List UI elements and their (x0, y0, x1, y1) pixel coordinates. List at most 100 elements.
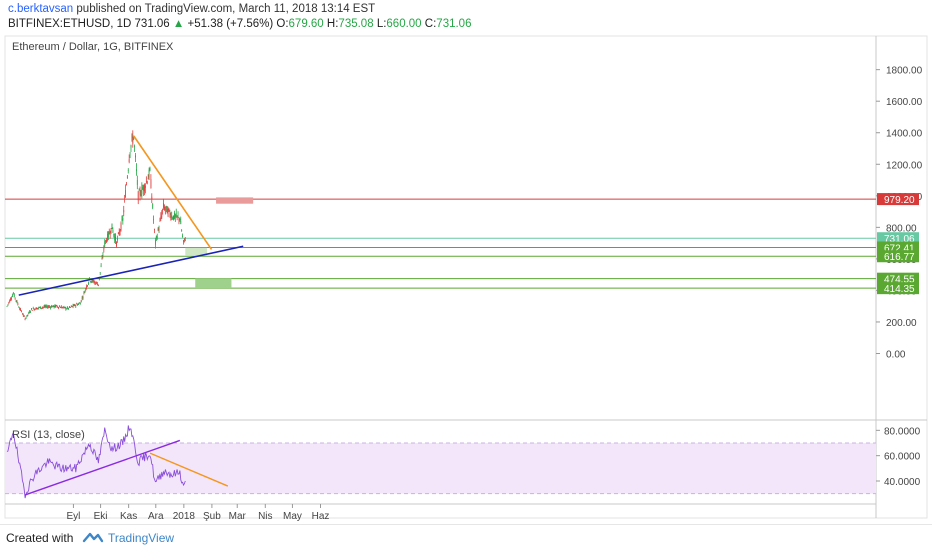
rsi-trendline-orange-resistance[interactable] (149, 452, 229, 487)
price-label: 616.77 (884, 252, 915, 263)
red-zone[interactable] (216, 197, 254, 204)
rsi-trendline-purple-support[interactable] (24, 439, 181, 496)
trendline-blue-support[interactable] (18, 245, 244, 296)
candle-body (20, 308, 21, 311)
candle-body (59, 306, 60, 308)
candle-body (157, 228, 159, 231)
candle-body (163, 203, 164, 208)
candle-body (65, 307, 67, 310)
candle-body (69, 306, 70, 308)
candle-body (128, 159, 130, 163)
candle-body (14, 297, 16, 299)
candle-body (55, 305, 57, 308)
candle-body (31, 310, 33, 311)
candle-body (146, 181, 148, 184)
candle-body (172, 218, 174, 220)
candle-body (98, 284, 99, 286)
price-label: 474.55 (884, 275, 915, 286)
candle-body (102, 255, 104, 257)
candle-body (129, 152, 131, 154)
candle-body (13, 293, 15, 297)
candle-body (123, 210, 125, 213)
candle-body (93, 281, 95, 283)
candle-body (164, 206, 165, 210)
low-value: 660.00 (386, 18, 422, 30)
price-change: +51.38 (+7.56%) (187, 18, 274, 30)
candle-body (114, 236, 116, 241)
y-tick-label: 1800.00 (886, 66, 923, 77)
candle-body (54, 305, 56, 307)
candle-body (12, 293, 14, 295)
created-with-text: Created with (6, 531, 74, 545)
y-tick-label: 800.00 (886, 223, 917, 234)
candle-body (10, 298, 12, 301)
candle-body (38, 307, 40, 309)
candle-body (153, 219, 155, 221)
candle-body (151, 196, 153, 200)
candle-body (136, 180, 138, 185)
candle-body (141, 187, 143, 195)
green-zone[interactable] (195, 278, 232, 289)
candle-body (115, 236, 116, 242)
author-link[interactable]: c.berktavsan (8, 3, 74, 15)
trendline-orange-resistance[interactable] (133, 135, 213, 250)
candle-body (31, 308, 32, 310)
price-label: 731.06 (884, 234, 915, 245)
high-label: H: (326, 18, 339, 30)
candle-body (165, 205, 167, 208)
candle-body (156, 236, 158, 239)
price-label-box (877, 282, 919, 295)
candle-body (72, 304, 74, 307)
candle-body (122, 217, 124, 221)
candle-body (24, 318, 26, 320)
candle-body (79, 303, 81, 305)
y-tick-label: 0.00 (886, 350, 906, 361)
candle-body (11, 298, 12, 300)
candle-body (64, 307, 66, 309)
candle-body (73, 304, 75, 306)
candle-body (178, 217, 180, 220)
candle-body (53, 305, 55, 308)
candle-body (86, 286, 88, 288)
open-value: 679.60 (288, 18, 324, 30)
candle-body (37, 308, 39, 309)
price-label-box (877, 272, 919, 285)
rsi-tick-label: 60.0000 (884, 452, 921, 463)
candle-body (23, 316, 25, 317)
candle-body (183, 238, 185, 240)
candle-body (66, 308, 68, 310)
published-text: published on TradingView.com, March 11, … (76, 3, 376, 15)
candle-body (113, 233, 115, 236)
candle-body (111, 223, 113, 229)
candle-body (173, 215, 174, 220)
candle-body (174, 212, 175, 219)
candle-body (60, 306, 62, 309)
candle-body (34, 309, 36, 310)
candle-body (56, 305, 58, 306)
candle-body (21, 313, 23, 315)
symbol-info: BITFINEX:ETHUSD, 1D 731.06 ▲ +51.38 (+7.… (8, 18, 471, 30)
tradingview-link[interactable]: TradingView (108, 531, 175, 545)
candle-body (8, 302, 10, 304)
candle-body (79, 302, 80, 304)
candle-body (100, 265, 102, 267)
candle-body (96, 281, 97, 283)
chart-frame (4, 35, 928, 519)
candle-body (30, 311, 31, 313)
candle-body (144, 184, 145, 192)
candle-body (108, 232, 110, 235)
candle-body (140, 194, 142, 196)
y-tick-label: 200.00 (886, 318, 917, 329)
tradingview-logo-icon[interactable] (82, 530, 104, 546)
candle-body (145, 181, 147, 182)
chart-canvas[interactable]: 1800.001600.001400.001200.001000.00800.0… (0, 0, 932, 524)
light-green-zone[interactable] (185, 247, 208, 256)
candle-body (28, 312, 30, 314)
candle-body (112, 230, 114, 233)
candle-body (170, 216, 172, 219)
candle-body (15, 300, 17, 302)
y-tick-label: 1400.00 (886, 129, 923, 140)
candle-body (22, 314, 24, 316)
candle-body (126, 184, 127, 186)
candle-body (39, 307, 40, 308)
